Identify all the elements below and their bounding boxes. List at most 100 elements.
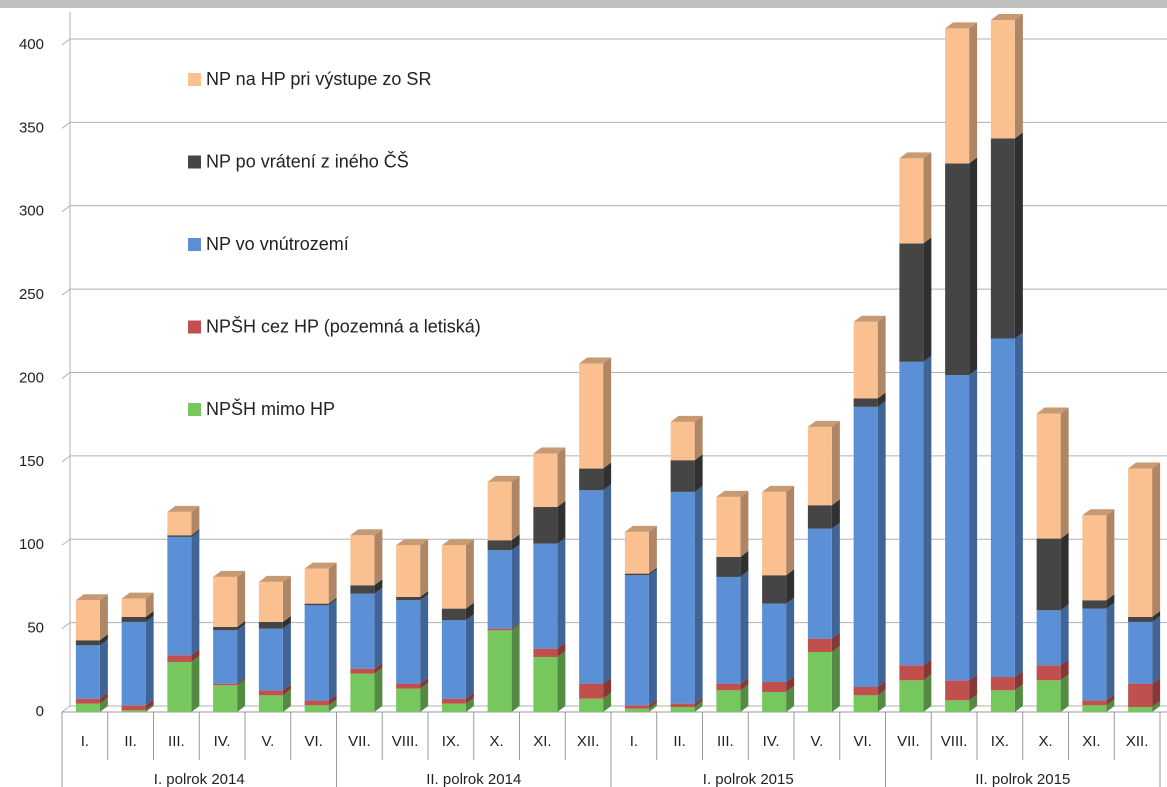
bar [1036,680,1061,712]
bar [807,651,832,712]
bar-side [511,534,520,551]
bar-side [145,704,154,712]
bar-side [328,562,337,604]
bar-side [694,485,703,704]
bar-top [258,575,291,582]
grid-line-depth [61,455,71,463]
bar [624,708,649,712]
y-tick-label: 250 [19,286,44,303]
bar-side [374,579,383,594]
bar [304,568,329,604]
legend-swatch [188,155,201,169]
bar-side [694,415,703,461]
bar [853,406,878,687]
bar-side [1014,684,1023,712]
bar [853,321,878,399]
x-tick-label: XII. [577,733,600,750]
bar-top [1128,462,1161,469]
bar-side [465,614,474,699]
bar [945,680,970,701]
bar-side [282,684,291,696]
bar [350,673,375,712]
bar-top [350,529,383,536]
bar-side [328,597,337,606]
bar [807,528,832,639]
x-tick-label: III. [717,733,734,750]
bar-side [557,650,566,712]
bar-top [670,415,703,422]
bar [945,163,970,376]
y-tick-label: 200 [19,369,44,386]
bar [121,705,146,711]
legend-label: NP vo vnútrozemí [206,234,349,254]
legend-label: NP na HP pri výstupe zo SR [206,69,431,89]
y-tick-label: 300 [19,203,44,220]
bar-top [716,490,749,497]
bar [990,138,1015,339]
bar-side [557,500,566,544]
bar [670,706,695,712]
legend-label: NPŠH mimo HP [206,398,335,419]
bar [75,640,100,646]
bar-top [624,525,657,532]
bar [1128,616,1153,622]
bar-side [328,694,337,706]
bar-side [1152,462,1161,617]
x-tick-label: III. [168,733,185,750]
x-tick-label: VIII. [941,733,968,750]
bar [670,703,695,707]
grid-line-depth [61,538,71,546]
bar-top [213,570,246,577]
bar [1036,413,1061,539]
bar [579,698,604,712]
bar [75,600,100,641]
bar-side [374,662,383,674]
bar [350,668,375,674]
bar-side [1014,13,1023,139]
bar-side [923,237,932,362]
bar-side [740,570,749,684]
bar-side [740,684,749,712]
bar-side [511,544,520,629]
bar [853,686,878,696]
y-tick-label: 400 [19,36,44,53]
legend-swatch [188,320,201,334]
bar-top [899,152,932,159]
bar [579,490,604,684]
bar-side [557,537,566,649]
bar-side [1106,699,1115,712]
bar [899,361,924,666]
bar-side [191,529,200,537]
y-tick-label: 50 [27,620,44,637]
bar-side [877,680,886,696]
bar [258,621,283,629]
bar-side [237,620,246,631]
group-label: I. polrok 2014 [154,771,245,787]
bar-side [557,447,566,507]
bar-side [465,697,474,712]
bar-side [328,599,337,701]
bar [624,705,649,709]
bar [258,695,283,712]
group-label: II. polrok 2014 [426,771,521,787]
bar [487,550,512,629]
bar-side [99,692,108,704]
group-label: I. polrok 2015 [703,771,794,787]
bar-side [831,420,840,506]
bar-top [121,592,154,599]
bar-side [969,694,978,712]
bar-side [328,699,337,712]
bar-side [603,692,612,712]
bar [899,243,924,362]
bar [167,655,192,662]
bar-side [969,674,978,701]
bar [853,695,878,712]
bar-side [1060,659,1069,681]
bar [350,585,375,594]
bar-side [282,615,291,629]
bar [533,543,558,649]
bar-side [99,697,108,712]
bar [350,593,375,669]
y-tick-label: 350 [19,119,44,136]
bar-side [282,575,291,622]
